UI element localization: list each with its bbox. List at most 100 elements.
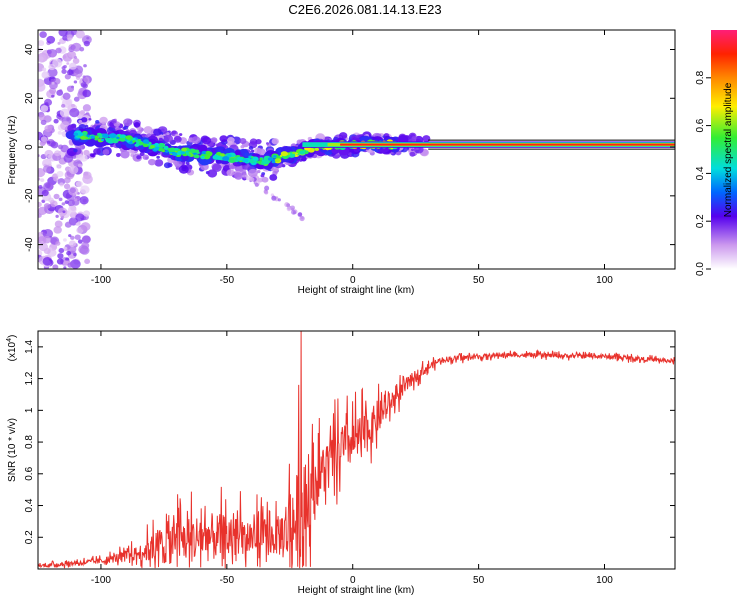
snr-xtick-label: 50 <box>473 575 485 586</box>
spectrogram-ridge-core <box>111 138 119 144</box>
spectrogram-noise-blob <box>72 58 80 64</box>
snr-ytick-label: 0.8 <box>24 435 35 449</box>
spectrogram-noise-blob <box>82 75 86 79</box>
spectrogram-ridge-core <box>271 160 276 164</box>
spectrogram-scatter-blob <box>240 144 245 149</box>
spectrogram-noise-blob <box>71 42 82 52</box>
spectrogram-ridge-core <box>205 150 211 155</box>
snr-ylabel: SNR (10 * v/v) <box>7 418 18 482</box>
spectrogram-scatter-blob <box>136 155 142 160</box>
spectrogram-noise-blob <box>82 104 92 112</box>
spectrogram-trail-blob <box>264 185 270 191</box>
spectrogram-scatter-blob <box>120 150 130 159</box>
spectrogram-ridge-core <box>314 147 320 151</box>
spectrogram-noise-blob <box>79 245 90 255</box>
spectrogram-ridge-core <box>100 138 105 142</box>
snr-xtick-label: -100 <box>91 575 111 586</box>
spectrogram-noise-blob <box>53 193 60 200</box>
colorbar <box>711 30 737 269</box>
snr-series-line <box>38 331 675 569</box>
spectrogram-noise-blob <box>49 87 57 95</box>
spectrogram-scatter-blob <box>255 138 262 145</box>
spectrogram-noise-blob <box>83 210 91 217</box>
spectrogram-noise-blob <box>58 248 65 254</box>
spectrogram-scatter-blob <box>227 136 235 144</box>
spectrogram-ridge-core <box>204 154 211 160</box>
spectrogram-noise-blob <box>46 35 56 44</box>
spectrogram-scatter-blob <box>102 149 110 156</box>
spectrogram-noise-blob <box>60 215 65 219</box>
spectrogram-noise-blob <box>83 64 87 68</box>
spectrogram-ridge-core <box>267 157 274 161</box>
spectrogram-scatter-blob <box>411 148 415 152</box>
spectrogram-noise-blob <box>73 80 78 84</box>
spectrogram-ytick-label: -20 <box>24 188 35 203</box>
spectrogram-ytick-label: -40 <box>24 237 35 252</box>
spectrogram-scatter-blob <box>163 162 172 169</box>
spectrogram-noise-blob <box>59 108 70 118</box>
spectrogram-scatter-blob <box>171 130 177 135</box>
spectrogram-noise-blob <box>73 55 78 59</box>
spectrogram-ridge-core <box>94 135 99 139</box>
spectrogram-noise-blob <box>64 200 69 204</box>
spectrogram-scatter-blob <box>173 135 182 143</box>
spectrogram-noise-blob <box>55 47 62 54</box>
spectrogram-noise-blob <box>59 182 64 187</box>
spectrogram-ridge-core <box>97 132 102 136</box>
snr-ytick-label: 0.2 <box>24 530 35 544</box>
spectrogram-scatter-blob <box>211 163 222 172</box>
spectrogram-noise-blob <box>82 89 92 98</box>
spectrogram-scatter-blob <box>191 136 201 144</box>
spectrogram-scatter-blob <box>219 135 228 143</box>
colorbar-tick-label: 0.2 <box>695 214 706 228</box>
snr-xtick-label: 100 <box>596 575 613 586</box>
spectrogram-ridge-core <box>155 144 159 147</box>
spectrogram-noise-blob <box>70 103 76 108</box>
spectrogram-scatter-blob <box>69 141 74 146</box>
spectrogram-noise-blob <box>53 118 59 124</box>
spectrogram-noise-blob <box>40 119 47 126</box>
spectrogram-ylabel: Frequency (Hz) <box>7 116 18 185</box>
spectrogram-noise-blob <box>63 238 67 242</box>
spectrogram-noise-blob <box>62 92 71 100</box>
spectrogram-noise-blob <box>47 67 58 78</box>
spectrogram-noise-blob <box>63 260 69 266</box>
spectrogram-ridge-core <box>237 156 243 161</box>
spectrogram-ridge-core <box>292 151 296 155</box>
spectrogram-scatter-blob <box>248 146 254 150</box>
spectrogram-noise-blob <box>67 37 72 42</box>
spectrogram-noise-blob <box>50 53 56 58</box>
colorbar-label: Normalized spectral amplitude <box>723 82 734 217</box>
spectrogram-noise-blob <box>38 236 47 245</box>
spectrogram-noise-blob <box>68 51 76 58</box>
spectrogram-noise-blob <box>57 165 61 169</box>
spectrogram-noise-blob <box>42 158 52 168</box>
spectrogram-trail-blob <box>286 203 291 208</box>
spectrogram-trail-blob <box>254 182 259 187</box>
spectrogram-noise-blob <box>74 234 81 240</box>
spectrogram-scatter-blob <box>137 130 142 135</box>
spectrogram-noise-blob <box>38 185 43 189</box>
spectrogram-ridge-core <box>274 158 281 163</box>
spectrogram-scatter-blob <box>234 172 243 180</box>
spectrogram-tone-core <box>340 143 675 146</box>
snr-xtick-label: -50 <box>220 575 235 586</box>
spectrogram-xtick-label: 50 <box>473 275 485 286</box>
spectrogram-noise-blob <box>55 214 59 218</box>
spectrogram-scatter-blob <box>298 158 303 162</box>
snr-ytick-label: 1 <box>24 407 35 413</box>
spectrogram-noise-blob <box>50 141 59 149</box>
spectrogram-ridge-core <box>259 157 263 161</box>
snr-xtick-label: 0 <box>350 575 356 586</box>
spectrogram-ridge-core <box>73 132 79 136</box>
spectrogram-ridge-core <box>132 140 136 143</box>
spectrogram-ridge-core <box>176 152 181 156</box>
spectrogram-trail-blob <box>264 190 269 195</box>
spectrogram-scatter-blob <box>256 170 261 174</box>
spectrogram-scatter-blob <box>139 151 145 157</box>
spectrogram-noise-blob <box>69 187 76 194</box>
spectrogram-noise-blob <box>61 66 66 70</box>
spectrogram-noise-blob <box>58 197 63 202</box>
spectrogram-noise-blob <box>52 264 59 269</box>
spectrogram-noise-blob <box>66 69 74 76</box>
